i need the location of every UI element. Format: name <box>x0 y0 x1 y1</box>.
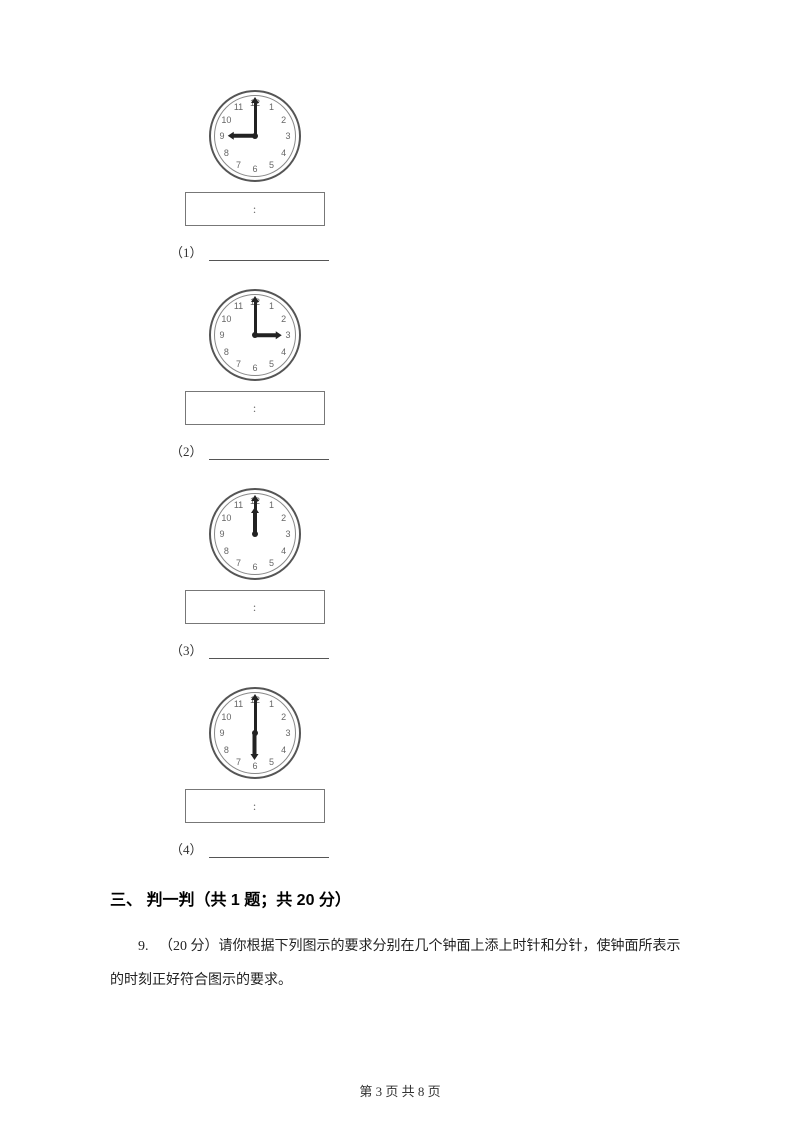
clock-numeral: 10 <box>219 513 233 523</box>
clock-numeral: 8 <box>219 546 233 556</box>
minute-hand <box>254 102 257 136</box>
time-answer-box[interactable]: : <box>185 590 325 624</box>
q-points: （20 分） <box>159 939 219 954</box>
sub-index: （1） <box>170 245 203 260</box>
clock-numeral: 2 <box>277 314 291 324</box>
page-footer: 第 3 页 共 8 页 <box>0 1081 800 1100</box>
clock-wrap: 121234567891011 <box>170 488 340 580</box>
clock-numeral: 6 <box>248 363 262 373</box>
clock-numeral: 4 <box>277 347 291 357</box>
clock-numeral: 1 <box>265 699 279 709</box>
clock-wrap: 121234567891011 <box>170 687 340 779</box>
clock-numeral: 7 <box>232 757 246 767</box>
clock-numeral: 6 <box>248 761 262 771</box>
clock-face: 121234567891011 <box>209 90 301 182</box>
clock-center-dot <box>252 332 258 338</box>
clock-numeral: 1 <box>265 500 279 510</box>
sub-index: （2） <box>170 444 203 459</box>
clock-numeral: 5 <box>265 757 279 767</box>
clock-numeral: 3 <box>281 529 295 539</box>
clock-numeral: 9 <box>215 330 229 340</box>
hour-hand <box>255 333 277 337</box>
clock-block-2: 121234567891011: <box>170 289 340 425</box>
answer-line[interactable] <box>209 247 329 261</box>
clock-numeral: 4 <box>277 745 291 755</box>
clock-numeral: 2 <box>277 712 291 722</box>
clock-wrap: 121234567891011 <box>170 289 340 381</box>
clock-numeral: 5 <box>265 359 279 369</box>
footer-prefix: 第 <box>359 1084 375 1099</box>
time-answer-box[interactable]: : <box>185 789 325 823</box>
clock-numeral: 4 <box>277 148 291 158</box>
sub-index: （3） <box>170 643 203 658</box>
clock-numeral: 3 <box>281 330 295 340</box>
q-number: 9. <box>138 939 149 954</box>
section-title: 三、 判一判（共 1 题；共 20 分） <box>110 886 690 910</box>
clock-numeral: 11 <box>232 102 246 112</box>
clock-numeral: 9 <box>215 529 229 539</box>
answer-line[interactable] <box>209 844 329 858</box>
clock-numeral: 5 <box>265 160 279 170</box>
minute-hand <box>254 301 257 335</box>
clock-numeral: 8 <box>219 347 233 357</box>
clock-numeral: 2 <box>277 513 291 523</box>
clock-numeral: 3 <box>281 728 295 738</box>
clock-numeral: 6 <box>248 562 262 572</box>
clock-center-dot <box>252 133 258 139</box>
clock-numeral: 8 <box>219 745 233 755</box>
time-colon: : <box>253 401 257 416</box>
sub-question-label: （4） <box>170 839 690 858</box>
question-9: 9. （20 分）请你根据下列图示的要求分别在几个钟面上添上时针和分针，使钟面所… <box>110 930 690 997</box>
clock-face: 121234567891011 <box>209 687 301 779</box>
clock-numeral: 9 <box>215 728 229 738</box>
time-colon: : <box>253 600 257 615</box>
sub-question-label: （1） <box>170 242 690 261</box>
clock-numeral: 11 <box>232 301 246 311</box>
sub-question-label: （2） <box>170 441 690 460</box>
clock-wrap: 121234567891011 <box>170 90 340 182</box>
clock-numeral: 10 <box>219 115 233 125</box>
time-answer-box[interactable]: : <box>185 192 325 226</box>
clock-numeral: 10 <box>219 712 233 722</box>
clock-numeral: 11 <box>232 500 246 510</box>
clock-numeral: 4 <box>277 546 291 556</box>
time-colon: : <box>253 799 257 814</box>
time-colon: : <box>253 202 257 217</box>
clock-questions: 121234567891011:（1）121234567891011:（2）12… <box>110 90 690 858</box>
clock-numeral: 2 <box>277 115 291 125</box>
footer-mid: 页 共 <box>382 1084 418 1099</box>
clock-numeral: 6 <box>248 164 262 174</box>
clock-center-dot <box>252 531 258 537</box>
clock-numeral: 11 <box>232 699 246 709</box>
clock-numeral: 8 <box>219 148 233 158</box>
clock-block-4: 121234567891011: <box>170 687 340 823</box>
clock-numeral: 10 <box>219 314 233 324</box>
clock-center-dot <box>252 730 258 736</box>
clock-numeral: 7 <box>232 160 246 170</box>
clock-numeral: 1 <box>265 301 279 311</box>
clock-numeral: 3 <box>281 131 295 141</box>
clock-numeral: 7 <box>232 558 246 568</box>
sub-index: （4） <box>170 842 203 857</box>
clock-numeral: 7 <box>232 359 246 369</box>
clock-numeral: 5 <box>265 558 279 568</box>
clock-face: 121234567891011 <box>209 289 301 381</box>
answer-line[interactable] <box>209 446 329 460</box>
answer-line[interactable] <box>209 645 329 659</box>
hour-hand <box>253 733 257 755</box>
page: 121234567891011:（1）121234567891011:（2）12… <box>0 0 800 1132</box>
footer-suffix: 页 <box>424 1084 440 1099</box>
sub-question-label: （3） <box>170 640 690 659</box>
clock-block-1: 121234567891011: <box>170 90 340 226</box>
clock-block-3: 121234567891011: <box>170 488 340 624</box>
minute-hand <box>254 699 257 733</box>
time-answer-box[interactable]: : <box>185 391 325 425</box>
clock-numeral: 1 <box>265 102 279 112</box>
clock-face: 121234567891011 <box>209 488 301 580</box>
